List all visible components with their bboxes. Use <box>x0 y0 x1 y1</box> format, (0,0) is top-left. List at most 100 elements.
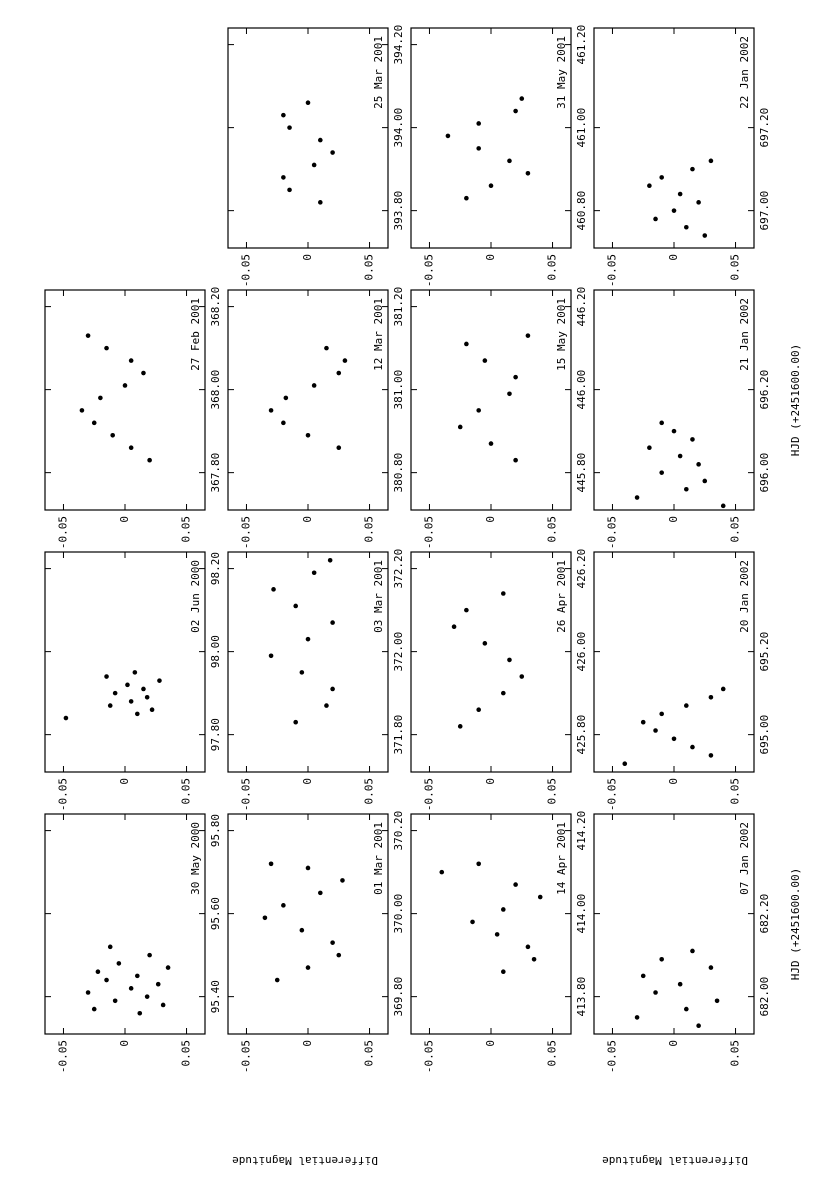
data-point <box>342 358 348 363</box>
data-point <box>439 869 445 875</box>
data-point <box>63 715 69 721</box>
data-point <box>305 636 311 642</box>
data-point <box>293 603 298 609</box>
hjd-tick-label: 393.80 <box>392 191 405 231</box>
data-point <box>537 894 543 900</box>
panel-date: 14 Apr 2001 <box>555 822 568 895</box>
data-point <box>107 703 113 708</box>
data-point <box>305 100 311 106</box>
panel-date: 15 May 2001 <box>555 298 568 371</box>
hjd-tick-label: 445.80 <box>575 453 588 493</box>
panel-date: 31 May 2001 <box>555 36 568 109</box>
data-point <box>327 558 333 563</box>
panel-frame <box>227 289 389 511</box>
data-point <box>708 158 714 164</box>
magnitude-tick-label: 0.05 <box>363 516 376 543</box>
data-point <box>501 690 506 696</box>
data-point <box>128 445 134 451</box>
data-point <box>132 670 138 675</box>
data-point <box>525 333 531 338</box>
data-point <box>104 977 109 983</box>
data-point <box>283 395 289 401</box>
data-point <box>274 977 280 983</box>
magnitude-tick-label: -0.05 <box>56 516 69 549</box>
magnitude-tick-label: -0.05 <box>605 516 618 549</box>
data-point <box>128 358 134 363</box>
panel-date: 22 Jan 2002 <box>738 36 751 109</box>
magnitude-tick-label: -0.05 <box>56 1040 69 1073</box>
hjd-tick-label: 381.20 <box>392 287 405 327</box>
panel-frame <box>410 289 572 511</box>
data-point <box>696 1023 701 1028</box>
magnitude-tick-label: 0.05 <box>546 778 559 805</box>
hjd-tick-label: 682.00 <box>758 977 771 1017</box>
magnitude-tick-label: 0 <box>301 778 314 785</box>
data-point <box>464 607 469 613</box>
data-point <box>640 719 646 725</box>
data-point <box>690 166 695 172</box>
data-point <box>137 1010 143 1016</box>
magnitude-tick-label: -0.05 <box>239 516 252 549</box>
data-point <box>318 890 323 896</box>
data-point <box>107 944 113 950</box>
hjd-tick-label: 461.00 <box>575 108 588 148</box>
data-point <box>336 952 342 958</box>
data-point <box>488 183 494 189</box>
data-point <box>155 981 161 987</box>
hjd-tick-label: 414.20 <box>575 811 588 851</box>
x-axis-title: HJD (+2451600.00) <box>789 344 802 457</box>
data-point <box>720 686 726 692</box>
data-point <box>659 956 664 962</box>
hjd-tick-label: 372.20 <box>392 549 405 589</box>
data-point <box>677 981 683 987</box>
data-point <box>149 707 155 713</box>
magnitude-tick-label: 0 <box>301 254 314 261</box>
y-axis-title: Differential Magnitude <box>232 1154 378 1167</box>
panel-date: 20 Jan 2002 <box>738 560 751 633</box>
data-point <box>144 694 150 700</box>
data-point <box>501 591 506 596</box>
hjd-tick-label: 380.80 <box>392 453 405 493</box>
data-point <box>305 432 311 438</box>
panel-date: 07 Jan 2002 <box>738 822 751 895</box>
data-point <box>281 112 286 118</box>
data-point <box>268 408 274 413</box>
data-point <box>513 374 518 380</box>
data-point <box>122 383 128 388</box>
hjd-tick-label: 696.20 <box>758 370 771 410</box>
panel-frame <box>593 813 755 1035</box>
data-point <box>513 882 518 887</box>
data-point <box>476 861 481 867</box>
magnitude-tick-label: -0.05 <box>239 1040 252 1073</box>
magnitude-tick-label: 0 <box>301 1040 314 1047</box>
data-point <box>507 158 512 164</box>
hjd-tick-label: 695.00 <box>758 715 771 755</box>
data-point <box>677 453 683 459</box>
magnitude-tick-label: 0 <box>667 516 680 523</box>
hjd-tick-label: 413.80 <box>575 977 588 1017</box>
magnitude-tick-label: 0 <box>484 1040 497 1047</box>
data-point <box>112 998 118 1004</box>
panel-frame <box>44 551 206 773</box>
data-point <box>653 990 658 995</box>
panel-frame <box>227 551 389 773</box>
data-point <box>160 1002 166 1008</box>
data-point <box>659 711 664 717</box>
data-point <box>647 183 652 189</box>
data-point <box>330 940 335 945</box>
data-point <box>299 927 305 933</box>
data-point <box>305 865 311 871</box>
data-point <box>451 624 457 630</box>
data-point <box>135 711 140 717</box>
hjd-tick-label: 368.00 <box>209 370 222 410</box>
data-point <box>141 686 146 692</box>
data-point <box>671 208 677 213</box>
panel-frame <box>410 27 572 249</box>
data-point <box>677 191 683 197</box>
hjd-tick-label: 446.20 <box>575 287 588 327</box>
data-point <box>482 358 488 363</box>
magnitude-tick-label: 0 <box>667 1040 680 1047</box>
hjd-tick-label: 97.80 <box>209 718 222 751</box>
data-point <box>262 915 268 921</box>
